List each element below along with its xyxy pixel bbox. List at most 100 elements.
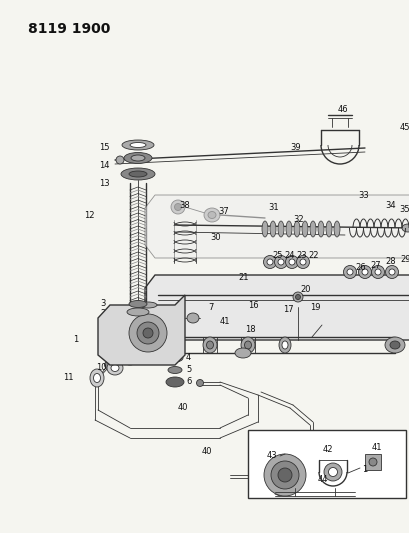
Ellipse shape [263,255,276,269]
Text: 11: 11 [63,374,74,383]
Bar [364,454,380,470]
Text: 32: 32 [292,215,303,224]
Ellipse shape [388,269,394,275]
Ellipse shape [281,341,287,349]
Text: 34: 34 [384,200,395,209]
Ellipse shape [121,168,155,180]
Ellipse shape [261,221,267,237]
Ellipse shape [274,255,287,269]
Polygon shape [98,295,184,365]
Text: 12: 12 [84,211,95,220]
Ellipse shape [389,341,399,349]
Ellipse shape [139,302,157,308]
Ellipse shape [90,369,104,387]
Ellipse shape [131,155,145,161]
Ellipse shape [207,212,216,219]
Text: 18: 18 [245,326,255,335]
Ellipse shape [129,301,147,308]
Ellipse shape [323,463,341,481]
Ellipse shape [292,292,302,302]
Ellipse shape [234,348,250,358]
Text: 3: 3 [100,298,106,308]
Ellipse shape [343,265,356,279]
Text: 45: 45 [399,124,409,133]
Text: 26: 26 [354,263,365,272]
Ellipse shape [122,351,138,365]
Ellipse shape [270,461,298,489]
Ellipse shape [263,454,305,496]
Ellipse shape [278,337,290,353]
Ellipse shape [104,361,111,368]
Ellipse shape [301,221,307,237]
Ellipse shape [325,221,331,237]
Ellipse shape [204,208,220,222]
Ellipse shape [285,221,291,237]
Ellipse shape [130,142,146,148]
Ellipse shape [299,259,305,265]
Ellipse shape [202,337,216,353]
Text: 43: 43 [266,451,277,461]
Ellipse shape [374,269,380,275]
Text: 28: 28 [384,257,395,266]
Ellipse shape [174,204,181,211]
Polygon shape [145,275,409,340]
Ellipse shape [240,337,254,353]
Ellipse shape [295,295,300,300]
Ellipse shape [384,265,398,279]
Ellipse shape [166,354,182,362]
Text: 22: 22 [307,251,318,260]
Ellipse shape [137,322,159,344]
Ellipse shape [129,171,147,177]
Text: 14: 14 [99,160,110,169]
Ellipse shape [266,259,272,265]
Ellipse shape [107,361,123,375]
Polygon shape [145,195,409,258]
Text: 17: 17 [282,305,293,314]
Ellipse shape [357,265,371,279]
Ellipse shape [111,365,119,372]
Text: 5: 5 [186,366,191,375]
Ellipse shape [126,354,134,361]
Ellipse shape [187,313,198,323]
Ellipse shape [309,221,315,237]
Text: 4: 4 [186,353,191,362]
Text: 27: 27 [369,261,380,270]
Text: 41: 41 [371,443,382,453]
Ellipse shape [196,379,203,386]
Text: 39: 39 [289,143,300,152]
Text: 41: 41 [220,318,230,327]
Text: 40: 40 [202,448,212,456]
Text: 8: 8 [148,343,153,352]
Ellipse shape [270,221,275,237]
Ellipse shape [288,259,294,265]
Text: 38: 38 [179,200,189,209]
Ellipse shape [277,221,283,237]
Ellipse shape [124,152,152,164]
Ellipse shape [384,337,404,353]
Ellipse shape [371,265,384,279]
Text: 25: 25 [271,251,282,260]
Ellipse shape [129,314,166,352]
Ellipse shape [296,255,309,269]
Ellipse shape [293,221,299,237]
Text: 35: 35 [398,206,409,214]
Text: 44: 44 [317,475,328,484]
Text: 13: 13 [99,179,110,188]
Text: 9: 9 [117,353,122,362]
Ellipse shape [328,467,337,477]
Ellipse shape [93,374,100,383]
Ellipse shape [171,200,184,214]
Ellipse shape [368,458,376,466]
Text: 24: 24 [283,251,294,260]
Text: 21: 21 [237,273,248,282]
Text: 16: 16 [247,301,258,310]
Text: 33: 33 [357,190,368,199]
Ellipse shape [168,367,182,374]
Ellipse shape [361,269,367,275]
Text: 31: 31 [267,204,278,213]
Ellipse shape [206,341,213,349]
Ellipse shape [401,224,409,232]
Ellipse shape [139,340,157,356]
Ellipse shape [317,221,323,237]
Text: 23: 23 [295,251,306,260]
